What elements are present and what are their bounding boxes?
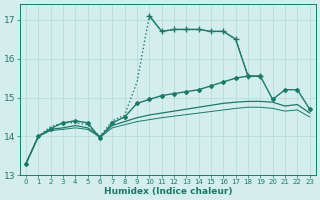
X-axis label: Humidex (Indice chaleur): Humidex (Indice chaleur) xyxy=(104,187,232,196)
